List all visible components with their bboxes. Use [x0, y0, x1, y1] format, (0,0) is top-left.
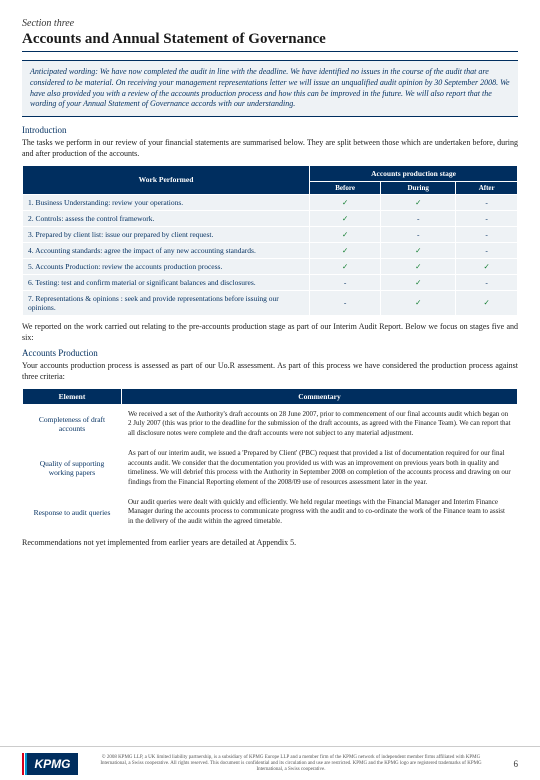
table-row-label: 2. Controls: assess the control framewor…: [23, 210, 310, 226]
anticipated-wording-box: Anticipated wording: We have now complet…: [22, 60, 518, 117]
table-cell: ✓: [310, 258, 381, 274]
work-performed-header: Work Performed: [23, 165, 310, 194]
table-cell: -: [456, 242, 518, 258]
table-cell: -: [456, 194, 518, 210]
table-cell: ✓: [381, 290, 456, 315]
col-after: After: [456, 181, 518, 194]
table-cell: ✓: [381, 274, 456, 290]
table-cell: ✓: [310, 210, 381, 226]
col-before: Before: [310, 181, 381, 194]
commentary-cell: Our audit queries were dealt with quickl…: [122, 493, 518, 532]
table-cell: ✓: [456, 258, 518, 274]
table-cell: ✓: [310, 242, 381, 258]
table-row-label: 5. Accounts Production: review the accou…: [23, 258, 310, 274]
table-cell: -: [456, 226, 518, 242]
element-header: Element: [23, 388, 122, 404]
commentary-cell: We received a set of the Authority's dra…: [122, 404, 518, 443]
table-row-label: 7. Representations & opinions : seek and…: [23, 290, 310, 315]
table-row-label: 4. Accounting standards: agree the impac…: [23, 242, 310, 258]
footer-copyright: © 2008 KPMG LLP, a UK limited liability …: [78, 755, 504, 773]
table-cell: -: [381, 226, 456, 242]
table-row-label: 3. Prepared by client list: issue our pr…: [23, 226, 310, 242]
commentary-cell: As part of our interim audit, we issued …: [122, 444, 518, 493]
commentary-header: Commentary: [122, 388, 518, 404]
table-cell: ✓: [456, 290, 518, 315]
stage-header: Accounts production stage: [310, 165, 518, 181]
criteria-table: Element Commentary Completeness of draft…: [22, 388, 518, 532]
introduction-heading: Introduction: [22, 125, 518, 135]
table-cell: ✓: [381, 242, 456, 258]
accounts-production-heading: Accounts Production: [22, 348, 518, 358]
table-cell: ✓: [381, 194, 456, 210]
element-cell: Response to audit queries: [23, 493, 122, 532]
table-row-label: 6. Testing: test and confirm material or…: [23, 274, 310, 290]
table-cell: -: [310, 274, 381, 290]
table-cell: ✓: [310, 194, 381, 210]
mid-paragraph: We reported on the work carried out rela…: [22, 322, 518, 344]
page-number: 6: [504, 759, 518, 769]
introduction-text: The tasks we perform in our review of yo…: [22, 138, 518, 160]
col-during: During: [381, 181, 456, 194]
table-cell: -: [310, 290, 381, 315]
work-performed-table: Work Performed Accounts production stage…: [22, 165, 518, 316]
table-cell: ✓: [310, 226, 381, 242]
element-cell: Quality of supporting working papers: [23, 444, 122, 493]
accounts-production-text: Your accounts production process is asse…: [22, 361, 518, 383]
table-row-label: 1. Business Understanding: review your o…: [23, 194, 310, 210]
table-cell: ✓: [381, 258, 456, 274]
section-label: Section three: [22, 18, 518, 29]
recommendations-text: Recommendations not yet implemented from…: [22, 538, 518, 549]
page-footer: KPMG © 2008 KPMG LLP, a UK limited liabi…: [0, 746, 540, 780]
element-cell: Completeness of draft accounts: [23, 404, 122, 443]
kpmg-logo: KPMG: [22, 753, 78, 775]
table-cell: -: [456, 210, 518, 226]
table-cell: -: [381, 210, 456, 226]
section-title: Accounts and Annual Statement of Governa…: [22, 31, 518, 52]
table-cell: -: [456, 274, 518, 290]
